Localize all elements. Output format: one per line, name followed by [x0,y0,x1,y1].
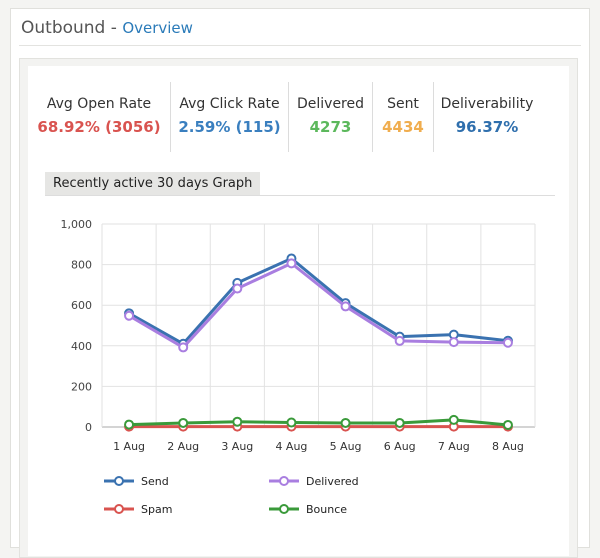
data-point [286,258,297,269]
legend-swatch-marker [114,504,124,514]
legend-swatch-marker [279,504,289,514]
series-line-delivered [128,261,508,349]
data-point [124,310,135,321]
legend-swatch-marker [114,476,124,486]
data-point [394,335,405,346]
x-tick-label: 7 Aug [438,440,470,453]
stat-value: 2.59% (115) [178,118,281,136]
stat-label: Sent [387,96,419,112]
stat-value: 4434 [382,118,424,136]
stat-label: Delivered [296,96,365,112]
stat-click-rate: Avg Click Rate 2.59% (115) [171,82,289,152]
x-tick-label: 1 Aug [113,440,145,453]
stat-value: 68.92% (3056) [37,118,161,136]
data-point [502,337,513,348]
data-point [124,419,135,430]
y-tick-label: 400 [71,340,92,353]
stat-label: Avg Open Rate [46,96,152,112]
data-point [232,416,243,427]
legend-label: Bounce [306,503,347,516]
x-tick-label: 5 Aug [330,440,362,453]
y-tick-label: 600 [71,299,92,312]
y-tick-label: 0 [85,421,92,434]
title-text: Outbound [21,18,106,38]
stat-delivered: Delivered 4273 [289,82,373,152]
stat-sent: Sent 4434 [373,82,434,152]
stats-panel: Avg Open Rate 68.92% (3056) Avg Click Ra… [19,58,578,558]
legend-label: Delivered [306,475,359,488]
x-tick-label: 8 Aug [492,440,524,453]
x-tick-label: 4 Aug [275,440,307,453]
data-point [394,417,405,428]
stat-value: 96.37% [455,118,519,136]
line-chart: 0 200 400 600 800 1,000 1 Aug 2 Aug 3 Aug 4 Aug 5 … [61,218,536,516]
data-point [448,414,459,425]
page-title: Outbound - Overview [21,18,193,38]
x-tick-label: 3 Aug [221,440,253,453]
y-tick-label: 1,000 [61,218,93,231]
x-tick-label: 2 Aug [167,440,199,453]
legend-label: Spam [141,503,172,516]
stat-value: 4273 [309,118,352,136]
data-point [340,417,351,428]
data-point [448,337,459,348]
data-point [178,417,189,428]
legend-swatch-marker [279,476,289,486]
data-point [502,419,513,430]
x-tick-label: 6 Aug [384,440,416,453]
stat-deliverability: Deliverability 96.37% [434,82,540,152]
title-separator: - [110,18,117,38]
legend-label: Send [141,475,169,488]
data-point [340,301,351,312]
series-line-bounce [129,418,509,427]
tab-recent-graph[interactable]: Recently active 30 days Graph [45,172,261,195]
stats-card: Avg Open Rate 68.92% (3056) Avg Click Ra… [28,66,569,556]
data-point [286,417,297,428]
y-tick-label: 200 [71,380,92,393]
stats-row: Avg Open Rate 68.92% (3056) Avg Click Ra… [28,82,569,152]
data-point [178,342,189,353]
graph-tabbar: Recently active 30 days Graph [45,172,555,196]
stat-label: Avg Click Rate [179,96,280,112]
overview-link[interactable]: Overview [122,19,193,37]
widget-header: Outbound - Overview [19,9,581,46]
stat-open-rate: Avg Open Rate 68.92% (3056) [28,82,171,152]
series-line-send [128,257,509,346]
y-tick-label: 800 [71,259,92,272]
data-point [232,283,243,294]
stat-label: Deliverability [440,96,534,112]
